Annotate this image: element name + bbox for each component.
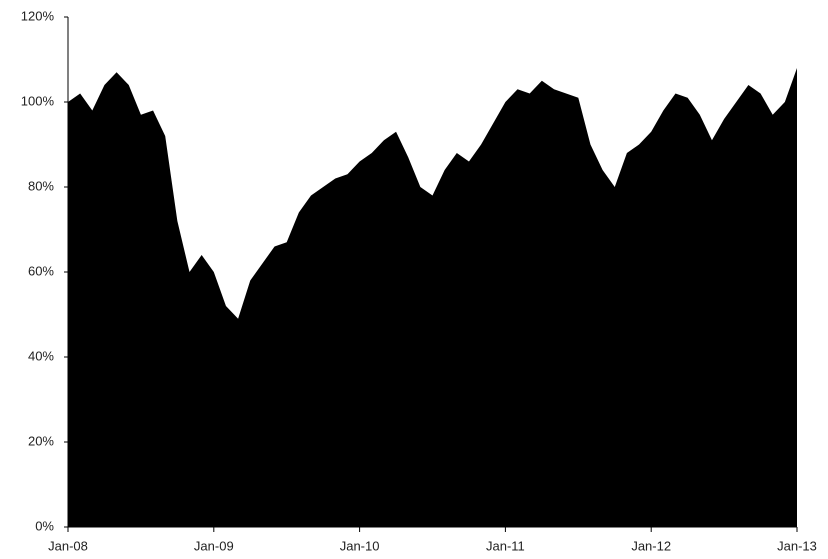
y-tick-label: 0% bbox=[35, 518, 54, 533]
y-tick-label: 20% bbox=[28, 433, 54, 448]
y-tick-label: 60% bbox=[28, 263, 54, 278]
x-tick-label: Jan-13 bbox=[777, 538, 817, 553]
x-tick-label: Jan-10 bbox=[340, 538, 380, 553]
x-tick-label: Jan-08 bbox=[48, 538, 88, 553]
x-tick-label: Jan-11 bbox=[486, 538, 525, 553]
y-tick-label: 100% bbox=[21, 93, 55, 108]
x-tick-label: Jan-12 bbox=[631, 538, 671, 553]
area bbox=[68, 68, 797, 527]
y-tick-label: 40% bbox=[28, 348, 54, 363]
x-tick-label: Jan-09 bbox=[194, 538, 234, 553]
y-tick-label: 120% bbox=[21, 8, 55, 23]
y-tick-label: 80% bbox=[28, 178, 54, 193]
